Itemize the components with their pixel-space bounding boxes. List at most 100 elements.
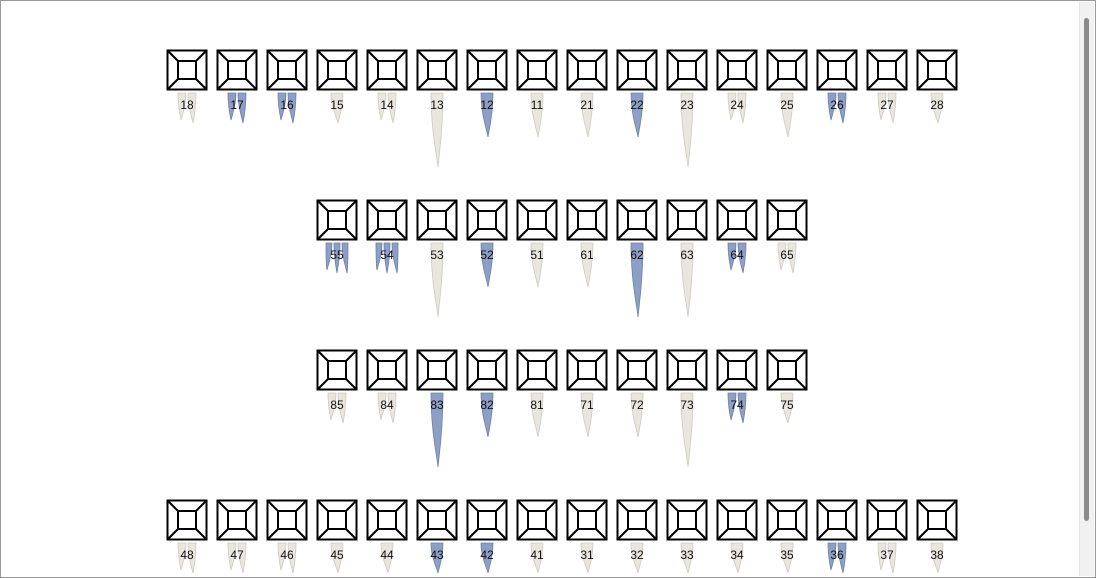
tooth-45[interactable]: 45	[315, 499, 359, 577]
tooth-surface-selector[interactable]	[616, 499, 658, 541]
tooth-35[interactable]: 35	[765, 499, 809, 577]
tooth-65[interactable]: 65	[765, 199, 809, 329]
tooth-16[interactable]: 16	[265, 49, 309, 179]
tooth-62[interactable]: 62	[615, 199, 659, 329]
tooth-31[interactable]: 31	[565, 499, 609, 577]
tooth-25[interactable]: 25	[765, 49, 809, 179]
tooth-11[interactable]: 11	[515, 49, 559, 179]
tooth-46[interactable]: 46	[265, 499, 309, 577]
tooth-surface-selector[interactable]	[266, 49, 308, 91]
tooth-surface-selector[interactable]	[766, 349, 808, 391]
tooth-13[interactable]: 13	[415, 49, 459, 179]
tooth-surface-selector[interactable]	[416, 499, 458, 541]
tooth-surface-selector[interactable]	[366, 199, 408, 241]
tooth-surface-selector[interactable]	[716, 49, 758, 91]
tooth-surface-selector[interactable]	[716, 199, 758, 241]
tooth-84[interactable]: 84	[365, 349, 409, 479]
tooth-surface-selector[interactable]	[316, 199, 358, 241]
tooth-26[interactable]: 26	[815, 49, 859, 179]
tooth-surface-selector[interactable]	[366, 49, 408, 91]
tooth-81[interactable]: 81	[515, 349, 559, 479]
tooth-surface-selector[interactable]	[366, 349, 408, 391]
tooth-surface-selector[interactable]	[266, 499, 308, 541]
tooth-37[interactable]: 37	[865, 499, 909, 577]
tooth-44[interactable]: 44	[365, 499, 409, 577]
tooth-32[interactable]: 32	[615, 499, 659, 577]
tooth-surface-selector[interactable]	[466, 199, 508, 241]
tooth-surface-selector[interactable]	[616, 49, 658, 91]
tooth-surface-selector[interactable]	[616, 199, 658, 241]
tooth-surface-selector[interactable]	[466, 49, 508, 91]
tooth-64[interactable]: 64	[715, 199, 759, 329]
tooth-34[interactable]: 34	[715, 499, 759, 577]
tooth-surface-selector[interactable]	[766, 499, 808, 541]
tooth-55[interactable]: 55	[315, 199, 359, 329]
tooth-85[interactable]: 85	[315, 349, 359, 479]
tooth-surface-selector[interactable]	[666, 199, 708, 241]
tooth-72[interactable]: 72	[615, 349, 659, 479]
tooth-surface-selector[interactable]	[516, 499, 558, 541]
tooth-21[interactable]: 21	[565, 49, 609, 179]
tooth-53[interactable]: 53	[415, 199, 459, 329]
tooth-51[interactable]: 51	[515, 199, 559, 329]
tooth-71[interactable]: 71	[565, 349, 609, 479]
tooth-surface-selector[interactable]	[716, 349, 758, 391]
tooth-47[interactable]: 47	[215, 499, 259, 577]
tooth-surface-selector[interactable]	[766, 49, 808, 91]
tooth-61[interactable]: 61	[565, 199, 609, 329]
tooth-15[interactable]: 15	[315, 49, 359, 179]
tooth-surface-selector[interactable]	[316, 499, 358, 541]
tooth-52[interactable]: 52	[465, 199, 509, 329]
tooth-surface-selector[interactable]	[416, 349, 458, 391]
tooth-surface-selector[interactable]	[166, 499, 208, 541]
tooth-surface-selector[interactable]	[916, 499, 958, 541]
tooth-surface-selector[interactable]	[416, 49, 458, 91]
tooth-82[interactable]: 82	[465, 349, 509, 479]
tooth-surface-selector[interactable]	[216, 49, 258, 91]
tooth-surface-selector[interactable]	[666, 349, 708, 391]
tooth-14[interactable]: 14	[365, 49, 409, 179]
tooth-surface-selector[interactable]	[816, 49, 858, 91]
tooth-48[interactable]: 48	[165, 499, 209, 577]
tooth-63[interactable]: 63	[665, 199, 709, 329]
tooth-41[interactable]: 41	[515, 499, 559, 577]
tooth-83[interactable]: 83	[415, 349, 459, 479]
tooth-18[interactable]: 18	[165, 49, 209, 179]
tooth-surface-selector[interactable]	[466, 349, 508, 391]
tooth-33[interactable]: 33	[665, 499, 709, 577]
tooth-28[interactable]: 28	[915, 49, 959, 179]
tooth-43[interactable]: 43	[415, 499, 459, 577]
tooth-17[interactable]: 17	[215, 49, 259, 179]
tooth-74[interactable]: 74	[715, 349, 759, 479]
tooth-surface-selector[interactable]	[516, 49, 558, 91]
tooth-surface-selector[interactable]	[766, 199, 808, 241]
tooth-surface-selector[interactable]	[566, 499, 608, 541]
tooth-surface-selector[interactable]	[466, 499, 508, 541]
tooth-27[interactable]: 27	[865, 49, 909, 179]
tooth-surface-selector[interactable]	[166, 49, 208, 91]
tooth-42[interactable]: 42	[465, 499, 509, 577]
tooth-surface-selector[interactable]	[566, 349, 608, 391]
tooth-surface-selector[interactable]	[916, 49, 958, 91]
tooth-73[interactable]: 73	[665, 349, 709, 479]
tooth-surface-selector[interactable]	[866, 499, 908, 541]
tooth-surface-selector[interactable]	[516, 199, 558, 241]
tooth-23[interactable]: 23	[665, 49, 709, 179]
tooth-surface-selector[interactable]	[516, 349, 558, 391]
tooth-surface-selector[interactable]	[316, 349, 358, 391]
tooth-surface-selector[interactable]	[666, 49, 708, 91]
tooth-38[interactable]: 38	[915, 499, 959, 577]
tooth-surface-selector[interactable]	[566, 199, 608, 241]
tooth-surface-selector[interactable]	[366, 499, 408, 541]
tooth-surface-selector[interactable]	[566, 49, 608, 91]
tooth-24[interactable]: 24	[715, 49, 759, 179]
tooth-surface-selector[interactable]	[816, 499, 858, 541]
tooth-36[interactable]: 36	[815, 499, 859, 577]
tooth-surface-selector[interactable]	[616, 349, 658, 391]
tooth-surface-selector[interactable]	[316, 49, 358, 91]
tooth-75[interactable]: 75	[765, 349, 809, 479]
tooth-surface-selector[interactable]	[716, 499, 758, 541]
tooth-12[interactable]: 12	[465, 49, 509, 179]
tooth-surface-selector[interactable]	[666, 499, 708, 541]
tooth-22[interactable]: 22	[615, 49, 659, 179]
